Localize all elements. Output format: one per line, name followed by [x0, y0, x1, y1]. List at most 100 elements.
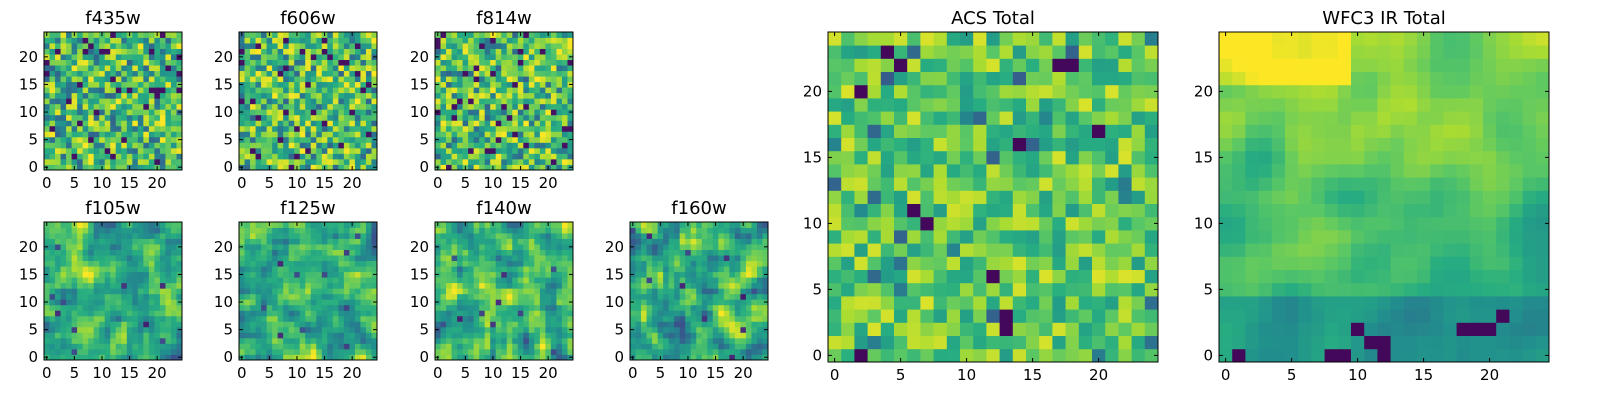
- heatmap-cell: [635, 277, 642, 284]
- heatmap-cell: [110, 321, 117, 328]
- heatmap-cell: [523, 310, 530, 317]
- heatmap-cell: [55, 332, 61, 339]
- heatmap-cell: [501, 54, 508, 60]
- heatmap-cell: [468, 282, 475, 289]
- heatmap-cell: [635, 337, 642, 344]
- heatmap-cell: [674, 271, 681, 278]
- heatmap-cell: [165, 293, 172, 300]
- heatmap-cell: [82, 304, 89, 311]
- heatmap-cell: [272, 343, 279, 350]
- heatmap-cell: [283, 54, 290, 60]
- heatmap-cell: [299, 87, 306, 94]
- heatmap-cell: [159, 153, 166, 160]
- heatmap-cell: [343, 81, 350, 88]
- heatmap-cell: [55, 354, 61, 361]
- heatmap-cell: [567, 321, 574, 328]
- heatmap-cell: [343, 343, 350, 350]
- heatmap-cell: [468, 321, 475, 328]
- heatmap-cell: [1131, 216, 1146, 231]
- heatmap-cell: [545, 153, 552, 160]
- heatmap-cell: [159, 37, 166, 44]
- heatmap-cell: [104, 227, 111, 234]
- heatmap-cell: [841, 256, 855, 270]
- heatmap-cell: [506, 70, 513, 77]
- heatmap-cell: [250, 337, 256, 344]
- heatmap-cell: [495, 109, 502, 116]
- heatmap-cell: [170, 43, 177, 49]
- heatmap-cell: [294, 131, 301, 138]
- heatmap-cell: [71, 153, 78, 160]
- heatmap-cell: [121, 87, 128, 94]
- heatmap-cell: [316, 326, 323, 333]
- heatmap-cell: [707, 288, 714, 295]
- heatmap-cell: [512, 354, 519, 361]
- heatmap-cell: [310, 255, 317, 262]
- heatmap-cell: [999, 164, 1014, 178]
- heatmap-cell: [305, 158, 312, 165]
- heatmap-cell: [462, 65, 469, 72]
- heatmap-cell: [473, 227, 480, 234]
- heatmap-cell: [148, 103, 155, 110]
- heatmap-cell: [707, 222, 714, 228]
- heatmap-cell: [99, 142, 106, 149]
- heatmap-cell: [338, 32, 345, 38]
- heatmap-cell: [534, 299, 541, 306]
- heatmap-cell: [255, 326, 262, 333]
- heatmap-cell: [490, 249, 497, 256]
- heatmap-cell: [99, 271, 106, 278]
- heatmap-cell: [668, 271, 675, 278]
- heatmap-cell: [316, 142, 323, 149]
- heatmap-cell: [165, 43, 172, 49]
- heatmap-cell: [528, 87, 535, 94]
- heatmap-cell: [729, 244, 736, 250]
- heatmap-cell: [44, 348, 50, 355]
- heatmap-cell: [261, 332, 267, 339]
- heatmap-cell: [354, 326, 361, 333]
- heatmap-cell: [907, 216, 921, 231]
- heatmap-cell: [506, 147, 513, 154]
- heatmap-cell: [165, 81, 172, 88]
- heatmap-cell: [170, 142, 177, 149]
- heatmap-cell: [272, 222, 279, 228]
- heatmap-cell: [244, 326, 251, 333]
- heatmap-cell: [501, 87, 508, 94]
- heatmap-cell: [266, 65, 273, 72]
- heatmap-cell: [137, 304, 144, 311]
- heatmap-cell: [435, 266, 441, 273]
- heatmap-cell: [960, 243, 974, 257]
- heatmap-cell: [126, 98, 133, 105]
- heatmap-cell: [457, 54, 463, 60]
- heatmap-cell: [501, 304, 508, 311]
- heatmap-cell: [239, 43, 245, 49]
- heatmap-cell: [338, 81, 345, 88]
- heatmap-cell: [523, 222, 530, 228]
- heatmap-cell: [528, 343, 535, 350]
- heatmap-cell: [55, 142, 61, 149]
- heatmap-cell: [446, 153, 452, 160]
- heatmap-cell: [690, 321, 697, 328]
- heatmap-cell: [261, 326, 267, 333]
- heatmap-cell: [723, 238, 730, 245]
- heatmap-cell: [556, 348, 563, 355]
- heatmap-cell: [132, 326, 139, 333]
- heatmap-cell: [310, 147, 317, 154]
- heatmap-cell: [1012, 348, 1027, 363]
- heatmap-cell: [77, 282, 84, 289]
- heatmap-cell: [310, 98, 317, 105]
- heatmap-cell: [674, 266, 681, 273]
- heatmap-cell: [110, 147, 117, 154]
- heatmap-cell: [646, 271, 653, 278]
- heatmap-cell: [528, 120, 535, 127]
- heatmap-cell: [338, 255, 345, 262]
- heatmap-cell: [528, 277, 535, 284]
- heatmap-cell: [473, 114, 480, 121]
- heatmap-cell: [115, 147, 122, 154]
- heatmap-cell: [121, 277, 128, 284]
- heatmap-cell: [435, 293, 441, 300]
- heatmap-cell: [468, 48, 475, 55]
- y-tick-label: 20: [605, 238, 624, 256]
- heatmap-cell: [561, 158, 568, 165]
- heatmap-cell: [288, 65, 295, 72]
- heatmap-cell: [77, 48, 84, 55]
- heatmap-cell: [288, 54, 295, 60]
